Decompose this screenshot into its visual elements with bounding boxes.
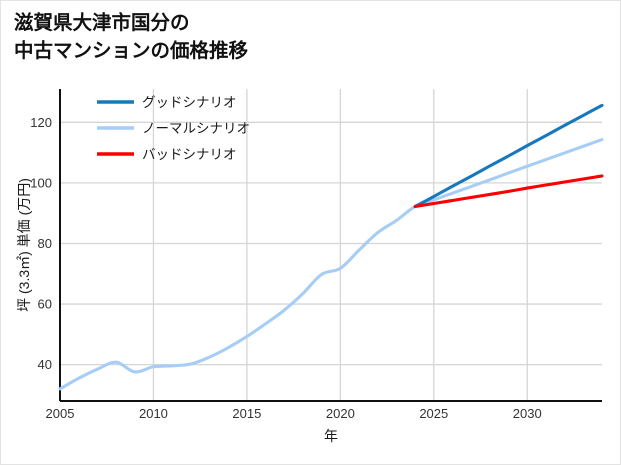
gridlines <box>59 89 602 401</box>
x-axis-tick-labels: 2005 2010 2015 2020 2025 2030 <box>46 406 542 421</box>
y-axis-title: 坪 (3.3㎡) 単価 (万円) <box>16 178 32 312</box>
x-tick-label: 2015 <box>232 406 261 421</box>
y-tick-label: 40 <box>38 357 52 372</box>
legend-label: ノーマルシナリオ <box>142 121 250 136</box>
y-tick-label: 60 <box>38 297 52 312</box>
chart-title: 滋賀県大津市国分の 中古マンションの価格推移 <box>14 9 248 66</box>
x-tick-label: 2030 <box>513 406 542 421</box>
series-line <box>58 138 604 391</box>
legend-label: バッドシナリオ <box>142 147 237 162</box>
series-line <box>413 103 604 209</box>
x-tick-label: 2020 <box>326 406 355 421</box>
y-tick-label: 80 <box>38 236 52 251</box>
x-tick-label: 2005 <box>46 406 75 421</box>
x-axis-title: 年 <box>324 428 338 444</box>
data-series-group <box>58 103 604 391</box>
y-tick-label: 100 <box>30 175 52 190</box>
chart-title-line-1: 滋賀県大津市国分の <box>14 12 190 34</box>
y-tick-label: 120 <box>30 115 52 130</box>
chart-title-line-2: 中古マンションの価格推移 <box>14 40 249 63</box>
x-tick-label: 2010 <box>139 406 168 421</box>
axis-spines <box>59 89 602 402</box>
series-line <box>413 174 604 209</box>
x-tick-label: 2025 <box>419 406 448 421</box>
y-axis-tick-labels: 40 60 80 100 120 <box>30 115 52 372</box>
legend-label: グッドシナリオ <box>142 95 237 110</box>
